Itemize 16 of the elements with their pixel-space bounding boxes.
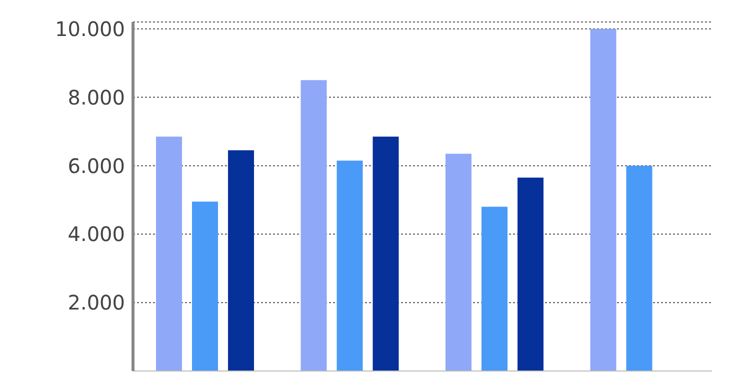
bar — [590, 28, 616, 371]
bar — [482, 206, 508, 371]
y-tick-label: 2.000 — [68, 290, 125, 315]
bar — [228, 150, 254, 371]
bar — [372, 136, 399, 371]
bar — [446, 154, 472, 371]
bar — [192, 202, 218, 371]
bar — [156, 136, 182, 371]
y-tick-label: 4.000 — [68, 222, 125, 246]
bar — [300, 80, 327, 371]
y-tick-label: 10.000 — [55, 16, 125, 41]
bar — [518, 178, 544, 371]
y-tick-label: 6.000 — [68, 154, 125, 178]
bar — [626, 166, 652, 371]
bar — [336, 160, 363, 371]
y-tick-label: 8.000 — [68, 85, 125, 110]
